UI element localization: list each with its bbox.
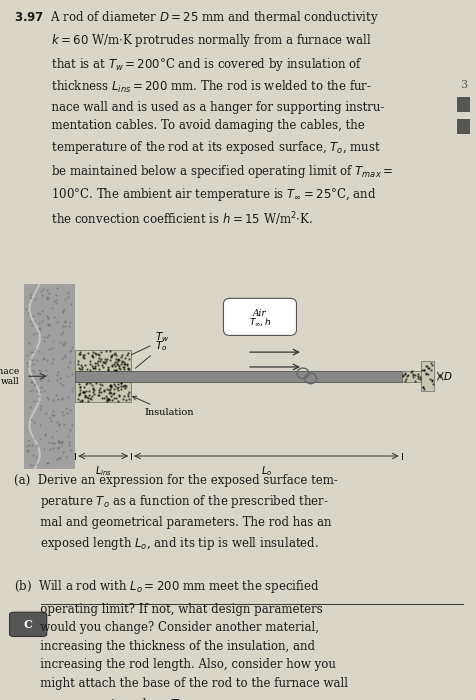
Text: $L_o$: $L_o$ <box>260 464 271 478</box>
Text: $L_{ins}$: $L_{ins}$ <box>95 464 111 478</box>
Text: $D$: $D$ <box>442 370 452 382</box>
Text: 3: 3 <box>459 80 466 90</box>
Polygon shape <box>75 371 401 382</box>
Polygon shape <box>75 350 131 371</box>
Text: $\mathbf{3.97}$  A rod of diameter $D = 25$ mm and thermal conductivity
        : $\mathbf{3.97}$ A rod of diameter $D = 2… <box>14 8 393 228</box>
Text: C: C <box>24 619 32 630</box>
Polygon shape <box>75 382 131 402</box>
Text: Air: Air <box>253 309 266 318</box>
FancyBboxPatch shape <box>10 612 47 636</box>
FancyBboxPatch shape <box>223 298 296 335</box>
Text: Hot furnace
wall: Hot furnace wall <box>0 367 20 386</box>
Polygon shape <box>24 284 75 469</box>
Text: (a)  Derive an expression for the exposed surface tem-
       perature $T_o$ as : (a) Derive an expression for the exposed… <box>14 474 337 552</box>
Text: operating limit? If not, what design parameters
       would you change? Conside: operating limit? If not, what design par… <box>14 603 347 700</box>
Text: (b)  Will a rod with $L_o = 200$ mm meet the specified: (b) Will a rod with $L_o = 200$ mm meet … <box>14 578 319 594</box>
Polygon shape <box>401 371 420 382</box>
Text: Insulation: Insulation <box>132 396 193 417</box>
Polygon shape <box>420 361 433 391</box>
Text: $T_\infty, h$: $T_\infty, h$ <box>248 316 271 328</box>
Text: $T_o$: $T_o$ <box>154 339 167 353</box>
Text: $T_w$: $T_w$ <box>154 330 169 344</box>
